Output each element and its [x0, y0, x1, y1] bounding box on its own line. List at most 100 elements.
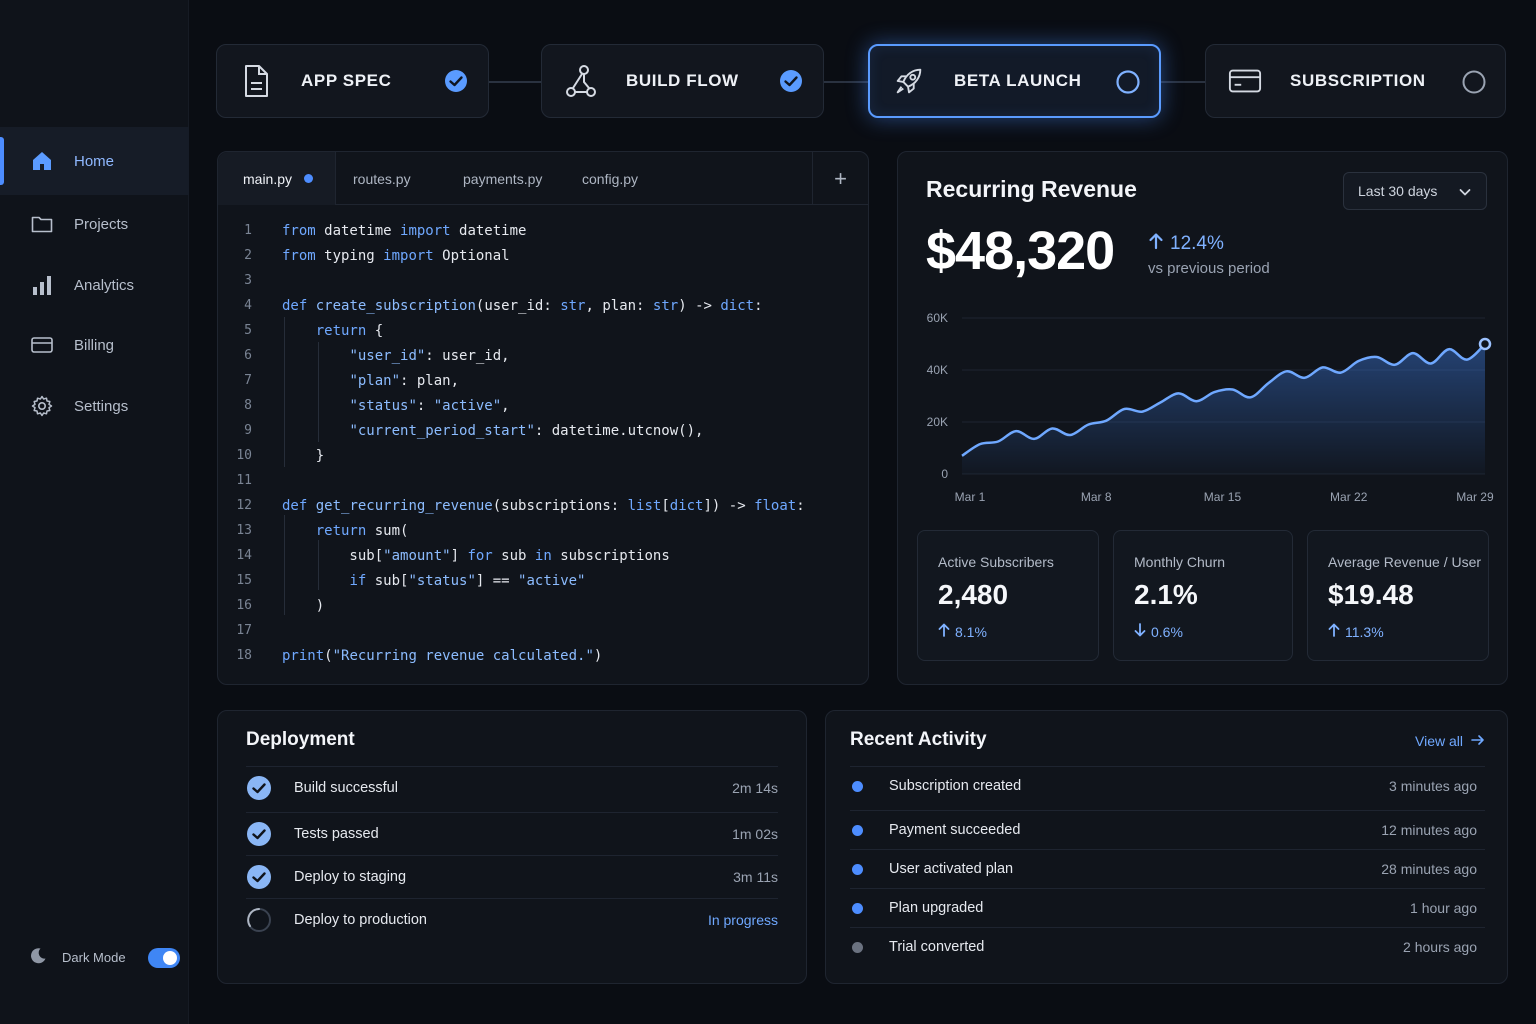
- activity-row[interactable]: Trial converted 2 hours ago: [850, 927, 1485, 966]
- data-point: [995, 439, 1001, 445]
- step-label: APP SPEC: [301, 71, 392, 90]
- check-circle-icon: [246, 775, 272, 801]
- line-number: 1: [244, 223, 252, 238]
- indent-guide: [284, 515, 285, 615]
- step-app-spec[interactable]: APP SPEC: [216, 44, 489, 118]
- activity-label: User activated plan: [889, 861, 1014, 877]
- code-line: 6 "user_id": user_id,: [218, 343, 868, 368]
- code-line: 15 if sub["status"] == "active": [218, 568, 868, 593]
- sidebar-item-analytics[interactable]: Analytics: [0, 251, 189, 319]
- line-number: 4: [244, 298, 252, 313]
- deployment-card: Deployment Build successful 2m 14s Tests…: [217, 710, 807, 984]
- step-label: BUILD FLOW: [626, 71, 739, 90]
- code-line: 2 from typing import Optional: [218, 243, 868, 268]
- y-tick-label: 60K: [927, 311, 948, 325]
- activity-row[interactable]: Subscription created 3 minutes ago: [850, 766, 1485, 805]
- activity-row[interactable]: Payment succeeded 12 minutes ago: [850, 810, 1485, 849]
- view-all-label: View all: [1415, 733, 1463, 749]
- activity-time: 1 hour ago: [1410, 900, 1477, 916]
- flow-icon: [564, 64, 598, 98]
- arrow-down-icon: [1134, 623, 1146, 640]
- rocket-icon: [892, 64, 926, 98]
- data-point: [1067, 432, 1073, 438]
- view-all-link[interactable]: View all: [1415, 733, 1485, 749]
- revenue-card: Recurring Revenue Last 30 days $48,320 1…: [897, 151, 1508, 685]
- data-point: [1049, 426, 1055, 432]
- tab-main-py[interactable]: main.py: [218, 152, 336, 205]
- area-fill: [962, 344, 1485, 474]
- dark-mode-control: Dark Mode: [28, 946, 180, 969]
- add-tab-button[interactable]: +: [812, 152, 868, 205]
- activity-row[interactable]: User activated plan 28 minutes ago: [850, 849, 1485, 888]
- activity-title: Recent Activity: [850, 729, 987, 750]
- sidebar-item-label: Home: [74, 152, 115, 170]
- credit-card-icon: [1228, 64, 1262, 98]
- data-point: [1248, 394, 1254, 400]
- data-point: [1013, 428, 1019, 434]
- arrow-up-icon: [1148, 232, 1164, 256]
- kpi-value: $19.48: [1328, 579, 1414, 610]
- dark-mode-toggle[interactable]: [147, 947, 180, 968]
- arrow-right-icon: [1471, 733, 1485, 749]
- sidebar-item-projects[interactable]: Projects: [0, 190, 189, 258]
- deployment-step-label: Build successful: [294, 780, 398, 796]
- revenue-value: $48,320: [926, 221, 1115, 281]
- editor-tabs: main.py routes.py payments.py config.py …: [218, 152, 868, 205]
- activity-time: 2 hours ago: [1403, 939, 1477, 955]
- line-number: 2: [244, 248, 252, 263]
- kpi-delta: 11.3%: [1328, 623, 1384, 640]
- code-line: 5 return {: [218, 318, 868, 343]
- line-number: 10: [236, 448, 252, 463]
- step-beta-launch[interactable]: BETA LAUNCH: [868, 44, 1161, 118]
- revenue-title: Recurring Revenue: [926, 176, 1137, 202]
- data-point: [1175, 390, 1181, 396]
- revenue-chart[interactable]: 0 20K 40K 60K Mar 1 Mar 8 Mar 15 Mar 22 Mar 29: [898, 302, 1509, 524]
- check-circle-icon: [246, 821, 272, 847]
- tab-payments-py[interactable]: payments.py: [463, 152, 542, 205]
- line-number: 17: [236, 623, 252, 638]
- step-subscription[interactable]: SUBSCRIPTION: [1205, 44, 1506, 118]
- spinner-icon: [246, 907, 272, 933]
- tab-routes-py[interactable]: routes.py: [353, 152, 411, 205]
- sidebar-item-home[interactable]: Home: [0, 127, 189, 195]
- y-tick-label: 40K: [927, 363, 948, 377]
- y-tick-label: 20K: [927, 415, 948, 429]
- activity-label: Payment succeeded: [889, 822, 1021, 838]
- line-number: 3: [244, 273, 252, 288]
- data-point: [1464, 357, 1470, 363]
- y-tick-label: 0: [941, 467, 948, 481]
- indent-guide: [318, 540, 319, 590]
- step-build-flow[interactable]: BUILD FLOW: [541, 44, 824, 118]
- sidebar-item-settings[interactable]: Settings: [0, 372, 189, 440]
- status-dot-icon: [852, 780, 863, 792]
- check-circle-icon: [444, 69, 468, 93]
- code-line: 4 def create_subscription(user_id: str, p…: [218, 293, 868, 318]
- data-point: [1266, 380, 1272, 386]
- x-tick-label: Mar 1: [955, 490, 986, 504]
- deployment-row: Deploy to staging 3m 11s: [246, 855, 778, 898]
- indent-guide: [318, 342, 319, 442]
- document-icon: [239, 64, 273, 98]
- tab-config-py[interactable]: config.py: [582, 152, 638, 205]
- gear-icon: [30, 394, 54, 418]
- code-area[interactable]: 1 from datetime import datetime 2 from typ…: [218, 218, 868, 668]
- dark-mode-label: Dark Mode: [62, 950, 126, 965]
- revenue-delta-caption: vs previous period: [1148, 260, 1270, 277]
- line-number: 16: [236, 598, 252, 613]
- kpi-card: Average Revenue / User $19.48 11.3%: [1307, 530, 1489, 661]
- code-line: 7 "plan": plan,: [218, 368, 868, 393]
- empty-circle-icon: [1115, 69, 1140, 94]
- kpi-value: 2.1%: [1134, 579, 1198, 610]
- sidebar-item-billing[interactable]: Billing: [0, 311, 189, 379]
- deployment-row: Tests passed 1m 02s: [246, 812, 778, 855]
- line-number: 6: [244, 348, 252, 363]
- sidebar-item-label: Billing: [74, 336, 115, 354]
- deployment-step-time: 2m 14s: [732, 780, 778, 796]
- date-range-select[interactable]: Last 30 days: [1343, 172, 1487, 210]
- data-point: [1031, 436, 1037, 442]
- activity-row[interactable]: Plan upgraded 1 hour ago: [850, 888, 1485, 927]
- data-point: [1428, 361, 1434, 367]
- code-line: 14 sub["amount"] for sub in subscription…: [218, 543, 868, 568]
- line-number: 7: [244, 373, 252, 388]
- data-point: [1103, 418, 1109, 424]
